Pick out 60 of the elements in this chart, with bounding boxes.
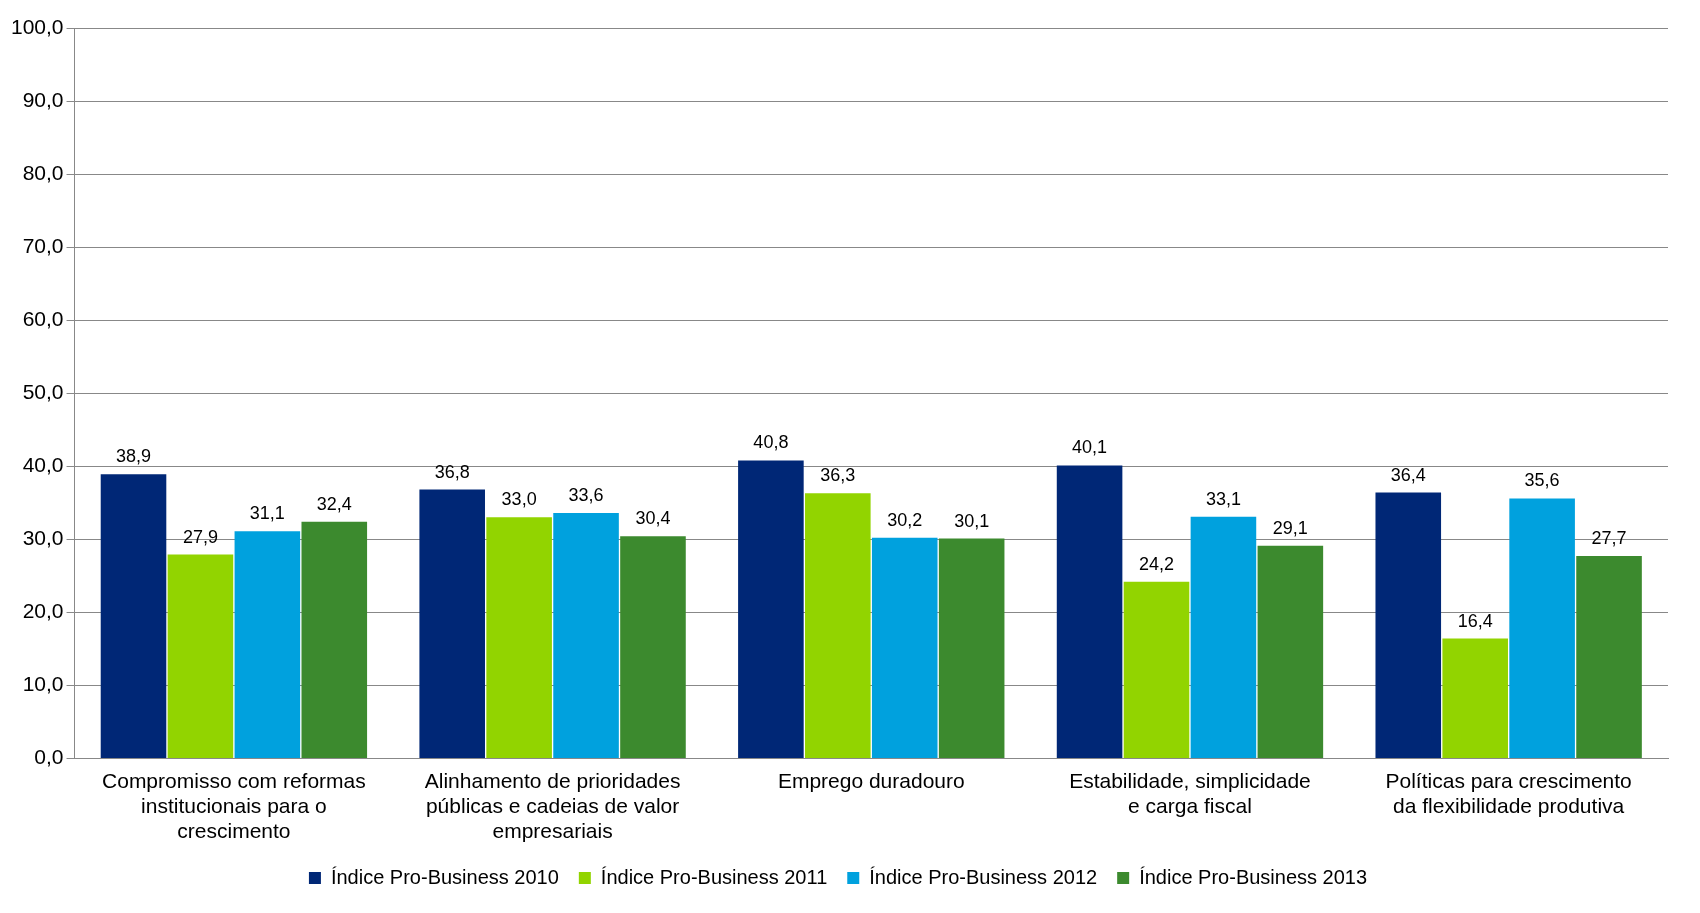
bar bbox=[1257, 545, 1324, 758]
data-label: 30,1 bbox=[954, 510, 990, 531]
y-tick-label: 30,0 bbox=[22, 526, 64, 550]
bar bbox=[419, 489, 485, 758]
data-label: 16,4 bbox=[1457, 610, 1493, 631]
bar bbox=[938, 538, 1005, 758]
legend-label: Índice Pro-Business 2012 bbox=[869, 865, 1098, 888]
bar bbox=[234, 531, 301, 758]
data-label: 38,9 bbox=[115, 446, 152, 467]
data-label: 27,7 bbox=[1591, 528, 1627, 549]
data-label: 24,2 bbox=[1138, 553, 1175, 574]
x-tick-label: Estabilidade, simplicidade e carga fiscal bbox=[1069, 768, 1311, 817]
y-tick-label: 100,0 bbox=[10, 14, 64, 38]
bar bbox=[167, 554, 234, 758]
y-tick-label: 90,0 bbox=[22, 87, 64, 111]
data-label: 31,1 bbox=[249, 503, 285, 524]
y-tick-label: 50,0 bbox=[22, 380, 64, 403]
y-tick-label: 60,0 bbox=[22, 306, 64, 330]
data-label: 35,6 bbox=[1524, 470, 1560, 491]
data-label: 29,1 bbox=[1272, 517, 1308, 538]
bar bbox=[1442, 638, 1508, 758]
bar bbox=[1509, 498, 1575, 758]
bar bbox=[620, 536, 686, 758]
bar bbox=[553, 512, 619, 758]
legend-label: Índice Pro-Business 2013 bbox=[1139, 865, 1368, 888]
y-tick-label: 10,0 bbox=[22, 672, 64, 696]
data-label: 30,2 bbox=[887, 509, 923, 530]
x-tick-label: Políticas para crescimento da flexibilidade produtiva bbox=[1385, 768, 1632, 817]
data-label: 32,4 bbox=[316, 493, 352, 514]
data-label: 30,4 bbox=[635, 508, 671, 529]
data-label: 27,9 bbox=[182, 526, 218, 547]
bar bbox=[1375, 492, 1442, 758]
data-label: 33,0 bbox=[501, 489, 537, 510]
bar bbox=[805, 493, 871, 758]
y-tick-label: 0,0 bbox=[34, 745, 64, 769]
bar bbox=[1576, 556, 1642, 758]
data-label: 33,1 bbox=[1205, 488, 1241, 509]
data-label: 36,8 bbox=[434, 461, 470, 482]
bar bbox=[1190, 516, 1257, 758]
y-tick-label: 20,0 bbox=[22, 599, 64, 623]
bar bbox=[486, 517, 552, 758]
legend-label: Índice Pro-Business 2010 bbox=[330, 865, 559, 888]
data-label: 40,1 bbox=[1072, 437, 1108, 458]
data-label: 40,8 bbox=[753, 432, 789, 453]
legend-label: Índice Pro-Business 2011 bbox=[600, 865, 828, 888]
data-label: 36,3 bbox=[820, 465, 856, 486]
x-tick-label: Alinhamento de prioridades públicas e cadeias de valor empresariais bbox=[424, 768, 681, 843]
bar bbox=[100, 474, 167, 758]
bar bbox=[1056, 465, 1123, 758]
bar bbox=[301, 521, 368, 758]
bar bbox=[1123, 581, 1190, 758]
y-tick-label: 40,0 bbox=[22, 453, 64, 477]
bar bbox=[738, 460, 804, 758]
data-label: 33,6 bbox=[568, 484, 604, 505]
bar bbox=[871, 537, 938, 758]
y-tick-label: 80,0 bbox=[22, 160, 64, 184]
data-label: 36,4 bbox=[1390, 464, 1426, 485]
x-tick-label: Compromisso com reformas institucionais para o crescimento bbox=[102, 768, 366, 843]
x-tick-label: Emprego duradouro bbox=[777, 768, 965, 792]
y-tick-label: 70,0 bbox=[22, 233, 64, 257]
